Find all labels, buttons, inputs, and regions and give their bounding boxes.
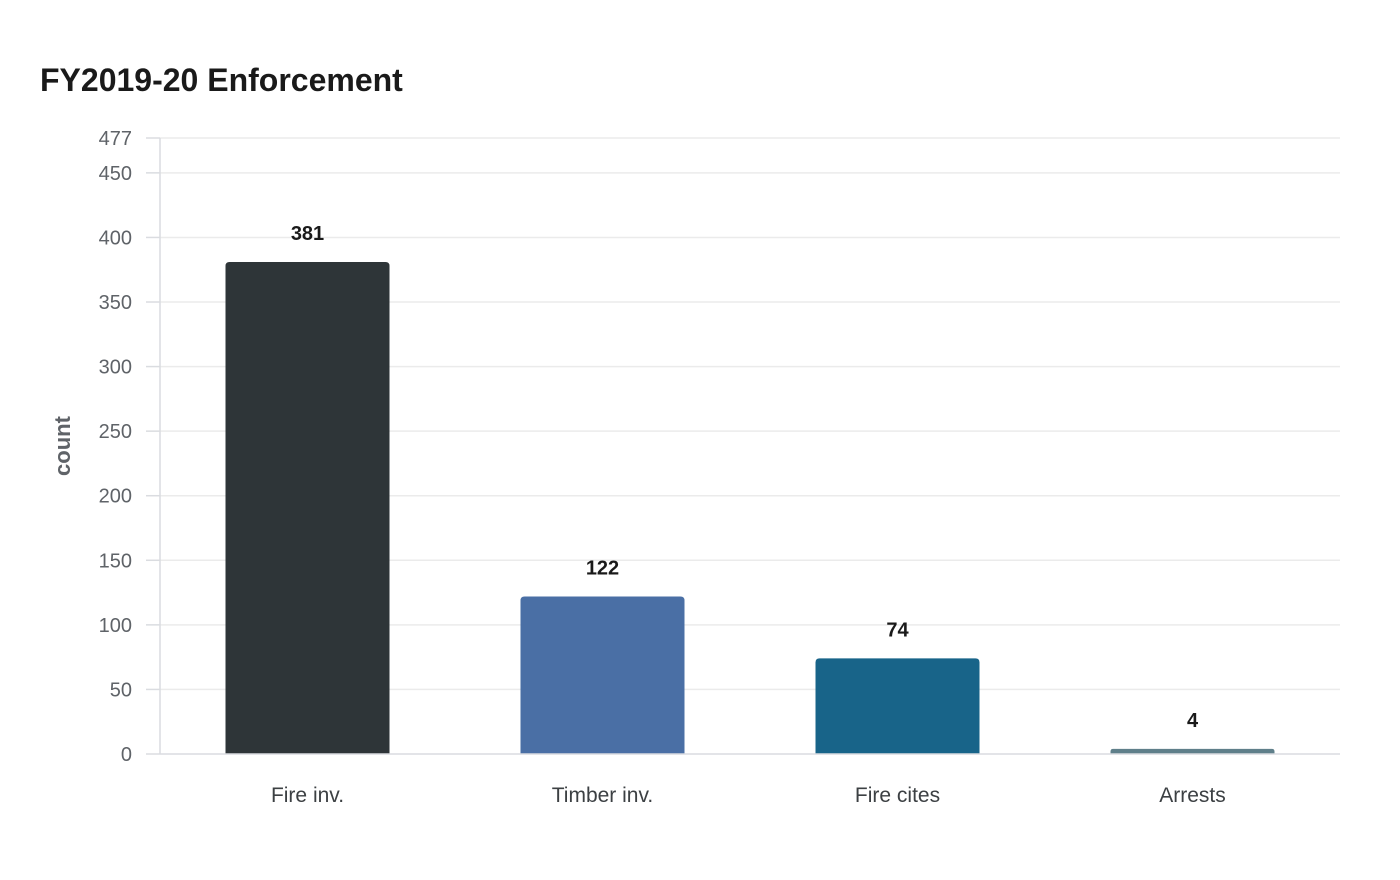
- axes: [159, 138, 1340, 755]
- y-tick-label-400: 400: [99, 227, 132, 249]
- bars: [225, 261, 1275, 754]
- y-tick-label-50: 50: [110, 679, 132, 701]
- y-tick-label-250: 250: [99, 421, 132, 443]
- x-tick-label-0: Fire inv.: [271, 784, 344, 807]
- y-tick-label-200: 200: [99, 486, 132, 508]
- y-tick-label-450: 450: [99, 163, 132, 185]
- data-label-3: 4: [1187, 710, 1199, 732]
- labels: 0 50 100 150 200 250 300 350 400 450 477 381 Fire in…: [99, 128, 1226, 807]
- chart-title: FY2019-20 Enforcement: [40, 62, 403, 98]
- x-tick-label-2: Fire cites: [855, 784, 940, 807]
- x-tick-label-1: Timber inv.: [552, 784, 654, 807]
- data-label-0: 381: [291, 223, 324, 245]
- y-tick-label-350: 350: [99, 292, 132, 314]
- data-label-2: 74: [886, 619, 909, 641]
- bar-fire-inv: [225, 261, 390, 754]
- y-tick-label-150: 150: [99, 550, 132, 572]
- y-axis-title: count: [50, 415, 75, 476]
- bar-timber-inv: [520, 596, 685, 754]
- data-label-1: 122: [586, 557, 619, 579]
- bar-arrests: [1110, 748, 1275, 754]
- y-tick-label-300: 300: [99, 357, 132, 379]
- y-tick-label-477: 477: [99, 128, 132, 150]
- bar-fire-cites: [815, 658, 980, 754]
- x-tick-label-3: Arrests: [1159, 784, 1226, 807]
- y-tick-label-100: 100: [99, 615, 132, 637]
- y-tick-label-0: 0: [121, 744, 132, 766]
